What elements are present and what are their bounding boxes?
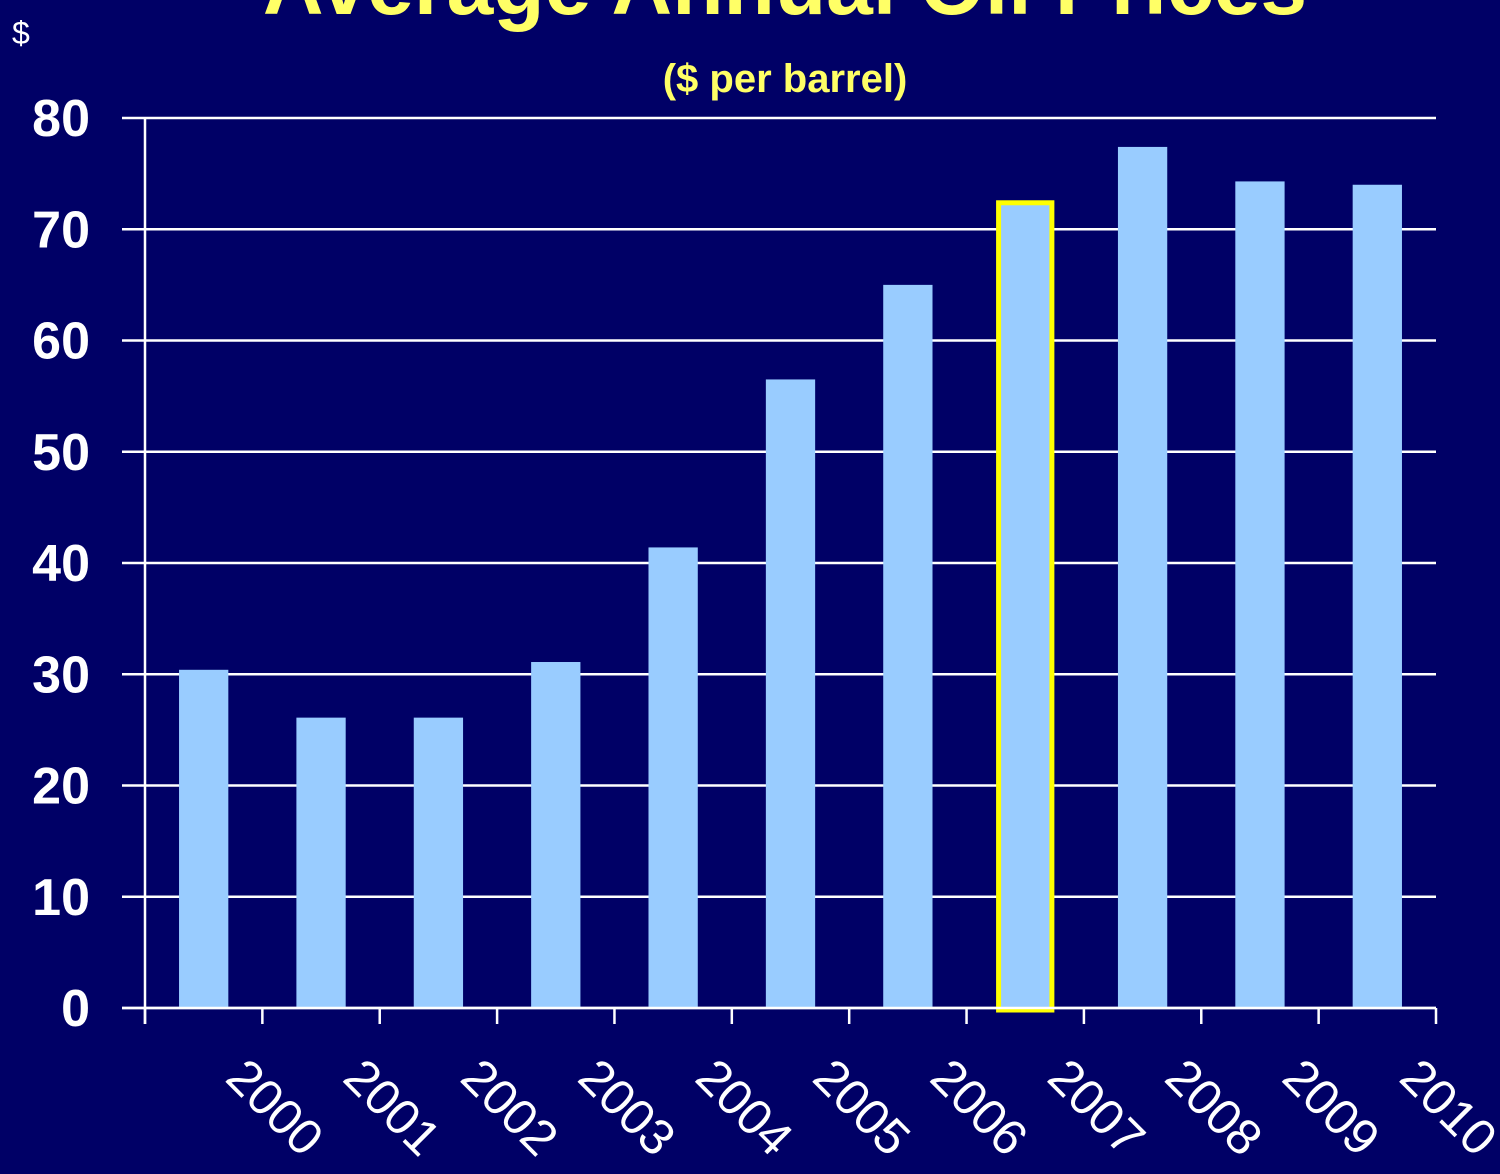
bar-2009 [1235, 181, 1285, 1009]
y-tick-label: 40 [32, 535, 90, 593]
bar-2004 [648, 547, 698, 1008]
y-axis-unit-label: $ [12, 15, 30, 51]
highlight-box-2007 [996, 200, 1055, 1013]
bar-2002 [413, 717, 464, 1008]
x-tick-label: 2004 [685, 1048, 803, 1166]
bar-2005 [765, 379, 816, 1008]
chart-subtitle: ($ per barrel) [663, 57, 908, 101]
x-tick-label: 2002 [451, 1048, 569, 1166]
x-tick-label: 2007 [1037, 1048, 1155, 1166]
x-tick-labels: 2000 2001 2002 2003 2004 2005 2006 2007 2008 2009… [216, 1048, 1500, 1166]
bar-2007 [1000, 204, 1050, 1008]
bar-2008 [1117, 146, 1168, 1009]
x-tick-label: 2008 [1155, 1048, 1273, 1166]
y-tick-label: 60 [32, 313, 90, 371]
x-tick-label: 2009 [1272, 1048, 1390, 1166]
y-tick-label: 70 [32, 201, 90, 259]
x-tick-label: 2010 [1390, 1048, 1500, 1166]
chart-title: Average Annual Oil Prices [263, 0, 1307, 32]
bar-2001 [296, 717, 346, 1008]
y-tick-label: 80 [32, 90, 90, 148]
x-tick-label: 2005 [803, 1048, 921, 1166]
y-tick-label: 20 [32, 758, 90, 816]
bar-2000 [179, 669, 229, 1008]
x-tick-label: 2001 [333, 1048, 451, 1166]
y-tick-label: 10 [32, 869, 90, 927]
bars [179, 146, 1402, 1013]
bar-2003 [531, 662, 581, 1008]
y-tick-labels: 0 10 20 30 40 50 60 70 80 [32, 90, 90, 1038]
y-tick-label: 30 [32, 646, 90, 704]
x-tick-label: 2006 [920, 1048, 1038, 1166]
y-tick-label: 50 [32, 424, 90, 482]
y-tick-label: 0 [61, 980, 90, 1038]
x-tick-label: 2003 [568, 1048, 686, 1166]
bar-2010 [1352, 184, 1402, 1008]
axes [122, 118, 1438, 1024]
x-tick-label: 2000 [216, 1048, 334, 1166]
bar-2006 [883, 284, 933, 1008]
